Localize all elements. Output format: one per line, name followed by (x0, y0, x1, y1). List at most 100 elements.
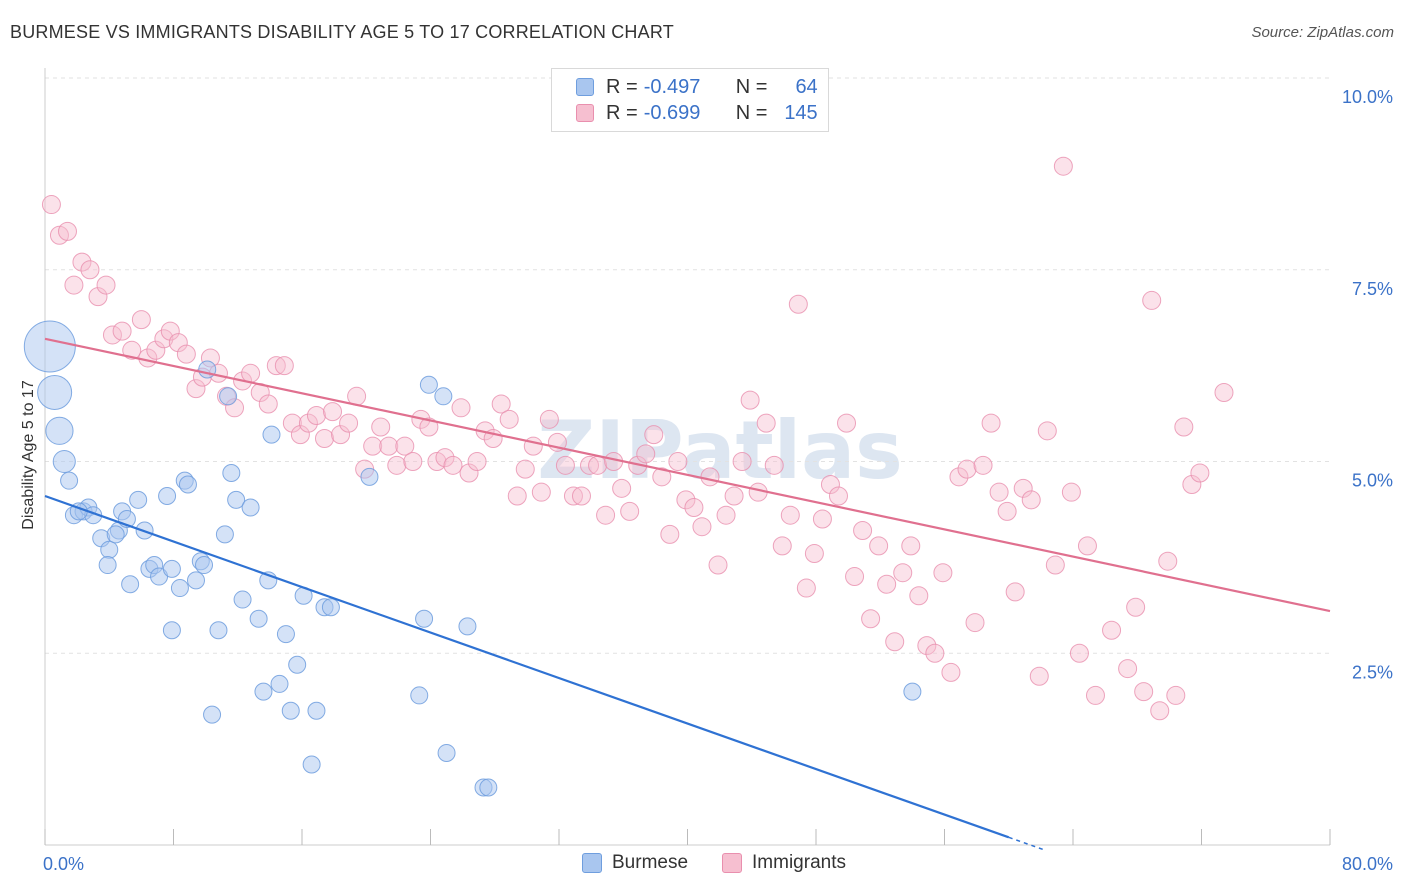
immigrants-point (676, 490, 696, 510)
immigrants-point (812, 509, 832, 529)
burmese-point (60, 471, 79, 490)
immigrants-point (41, 195, 61, 215)
immigrants-point (1214, 382, 1234, 402)
immigrants-point (1085, 685, 1105, 705)
immigrants-point (1126, 597, 1146, 617)
burmese-point (302, 755, 321, 774)
immigrants-point (258, 394, 278, 414)
immigrants-point (684, 498, 704, 518)
immigrants-point (403, 452, 423, 471)
immigrants-point (869, 536, 889, 556)
burmese-point (106, 525, 125, 544)
immigrants-point (1118, 659, 1138, 679)
burmese-point (162, 559, 181, 578)
burmese-point (434, 387, 453, 406)
burmese-points (23, 320, 922, 797)
legend-item-immigrants[interactable]: Immigrants (722, 852, 846, 874)
legend-label-immigrants: Immigrants (752, 852, 846, 873)
burmese-point (233, 590, 252, 609)
burmese-point (419, 375, 438, 394)
burmese-point (219, 387, 238, 406)
immigrants-point (1045, 555, 1065, 575)
burmese-point (437, 743, 456, 762)
legend-r-value: -0.699 (643, 101, 701, 124)
immigrants-point (652, 467, 672, 487)
correlation-legend: R = -0.497 N = 64 R = -0.699 N = 145 (551, 68, 829, 132)
chart-title: BURMESE VS IMMIGRANTS DISABILITY AGE 5 T… (10, 22, 674, 42)
immigrants-point (160, 321, 180, 341)
immigrants-point (241, 363, 261, 383)
immigrants-point (1102, 620, 1122, 640)
legend-row-immigrants: R = -0.699 N = 145 (576, 101, 818, 125)
immigrants-point (596, 505, 616, 525)
immigrants-point (1029, 666, 1049, 686)
immigrants-point (893, 563, 913, 583)
immigrants-point (1061, 482, 1081, 502)
immigrants-point (1037, 421, 1057, 441)
burmese-point (270, 674, 289, 693)
immigrants-point (925, 643, 945, 663)
immigrants-point (1158, 551, 1178, 571)
immigrants-point (131, 310, 151, 330)
burmese-point (162, 621, 181, 640)
immigrants-swatch (722, 853, 743, 873)
immigrants-point (57, 221, 77, 241)
immigrants-point (435, 448, 455, 468)
immigrants-point (314, 428, 334, 448)
immigrants-point (1174, 417, 1194, 437)
immigrants-point (949, 467, 969, 487)
immigrants-point (764, 455, 784, 475)
immigrants-point (853, 521, 873, 541)
immigrants-point (443, 455, 463, 475)
immigrants-point (1013, 478, 1033, 498)
burmese-point (903, 682, 922, 701)
immigrants-point (290, 425, 310, 445)
immigrants-point (708, 555, 728, 575)
immigrants-point (740, 390, 760, 410)
immigrants-point (323, 402, 343, 422)
immigrants-point (644, 425, 664, 445)
legend-n-label: N = (735, 75, 768, 98)
immigrants-point (780, 505, 800, 525)
immigrants-point (419, 417, 439, 437)
immigrants-point (339, 413, 359, 433)
immigrants-point (499, 409, 519, 429)
burmese-point (281, 701, 300, 720)
immigrants-point (957, 459, 977, 479)
immigrants-point (64, 275, 84, 295)
immigrants-point (298, 413, 318, 433)
immigrants-point (1069, 643, 1089, 663)
legend-item-burmese[interactable]: Burmese (582, 852, 688, 874)
immigrants-point (901, 536, 921, 556)
burmese-point (203, 705, 222, 724)
y-axis-label: Disability Age 5 to 17 (20, 380, 37, 530)
immigrants-point (1005, 582, 1025, 602)
immigrants-trend-line (44, 337, 1331, 613)
burmese-point (215, 525, 234, 544)
burmese-swatch (576, 78, 594, 96)
immigrants-point (820, 475, 840, 495)
x-tick-label-min: 0.0% (43, 854, 84, 874)
legend-n-value: 145 (784, 101, 818, 124)
burmese-point (195, 556, 214, 575)
burmese-point (458, 617, 477, 636)
burmese-swatch (582, 853, 602, 873)
immigrants-point (112, 321, 132, 341)
immigrants-point (571, 486, 591, 506)
y-tick-label: 5.0% (1352, 471, 1393, 491)
immigrants-point (459, 463, 479, 483)
immigrants-point (1150, 701, 1170, 721)
immigrants-point (941, 662, 961, 682)
immigrants-point (732, 452, 752, 471)
immigrants-point (877, 574, 897, 594)
burmese-point (98, 556, 117, 575)
burmese-point (307, 701, 326, 720)
immigrants-point (491, 394, 511, 414)
y-tick-label: 2.5% (1352, 662, 1393, 682)
immigrants-point (186, 379, 206, 399)
legend-row-burmese: R = -0.497 N = 64 (576, 75, 818, 99)
burmese-point (100, 540, 119, 559)
immigrants-point (1021, 490, 1041, 510)
immigrants-point (580, 455, 600, 475)
